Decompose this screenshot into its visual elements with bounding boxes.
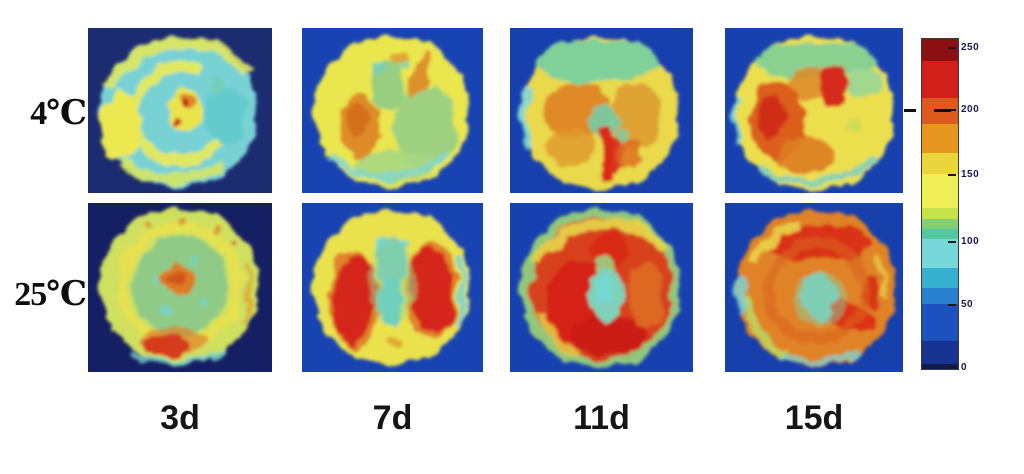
colorbar-tickmark-100 <box>948 241 956 243</box>
colorbar-tickmark-250 <box>948 47 956 49</box>
row-label-25c: 25℃ <box>14 276 87 313</box>
row-label-4c: 4℃ <box>30 95 87 132</box>
colorbar-label-0: 0 <box>961 362 968 373</box>
colorbar-tickmark-50 <box>948 304 956 306</box>
colorbar-label-250: 250 <box>961 42 980 53</box>
panel-25c-3d <box>88 203 272 372</box>
col-label-3d: 3d <box>160 399 200 437</box>
col-label-11d: 11d <box>573 399 630 437</box>
panel-4c-7d <box>302 28 483 193</box>
colorbar-label-100: 100 <box>961 236 980 247</box>
panel-4c-15d <box>725 28 903 193</box>
colorbar <box>921 38 959 370</box>
panel-grid <box>88 28 903 372</box>
panel-25c-11d <box>510 203 693 372</box>
colorbar-label-50: 50 <box>961 299 974 310</box>
panel-25c-15d <box>725 203 903 372</box>
panel-4c-11d <box>510 28 693 193</box>
col-label-7d: 7d <box>372 399 413 437</box>
col-label-15d: 15d <box>784 399 844 437</box>
colorbar-dash-left <box>904 109 916 112</box>
colorbar-tickmark-0 <box>948 366 956 368</box>
panel-4c-3d <box>88 28 272 193</box>
panel-25c-7d <box>302 203 483 372</box>
colorbar-tickmark-150 <box>948 174 956 176</box>
colorbar-dash-right <box>934 109 951 112</box>
colorbar-tickmark-200 <box>948 109 956 111</box>
colorbar-label-150: 150 <box>961 169 980 180</box>
colorbar-label-200: 200 <box>961 104 980 115</box>
